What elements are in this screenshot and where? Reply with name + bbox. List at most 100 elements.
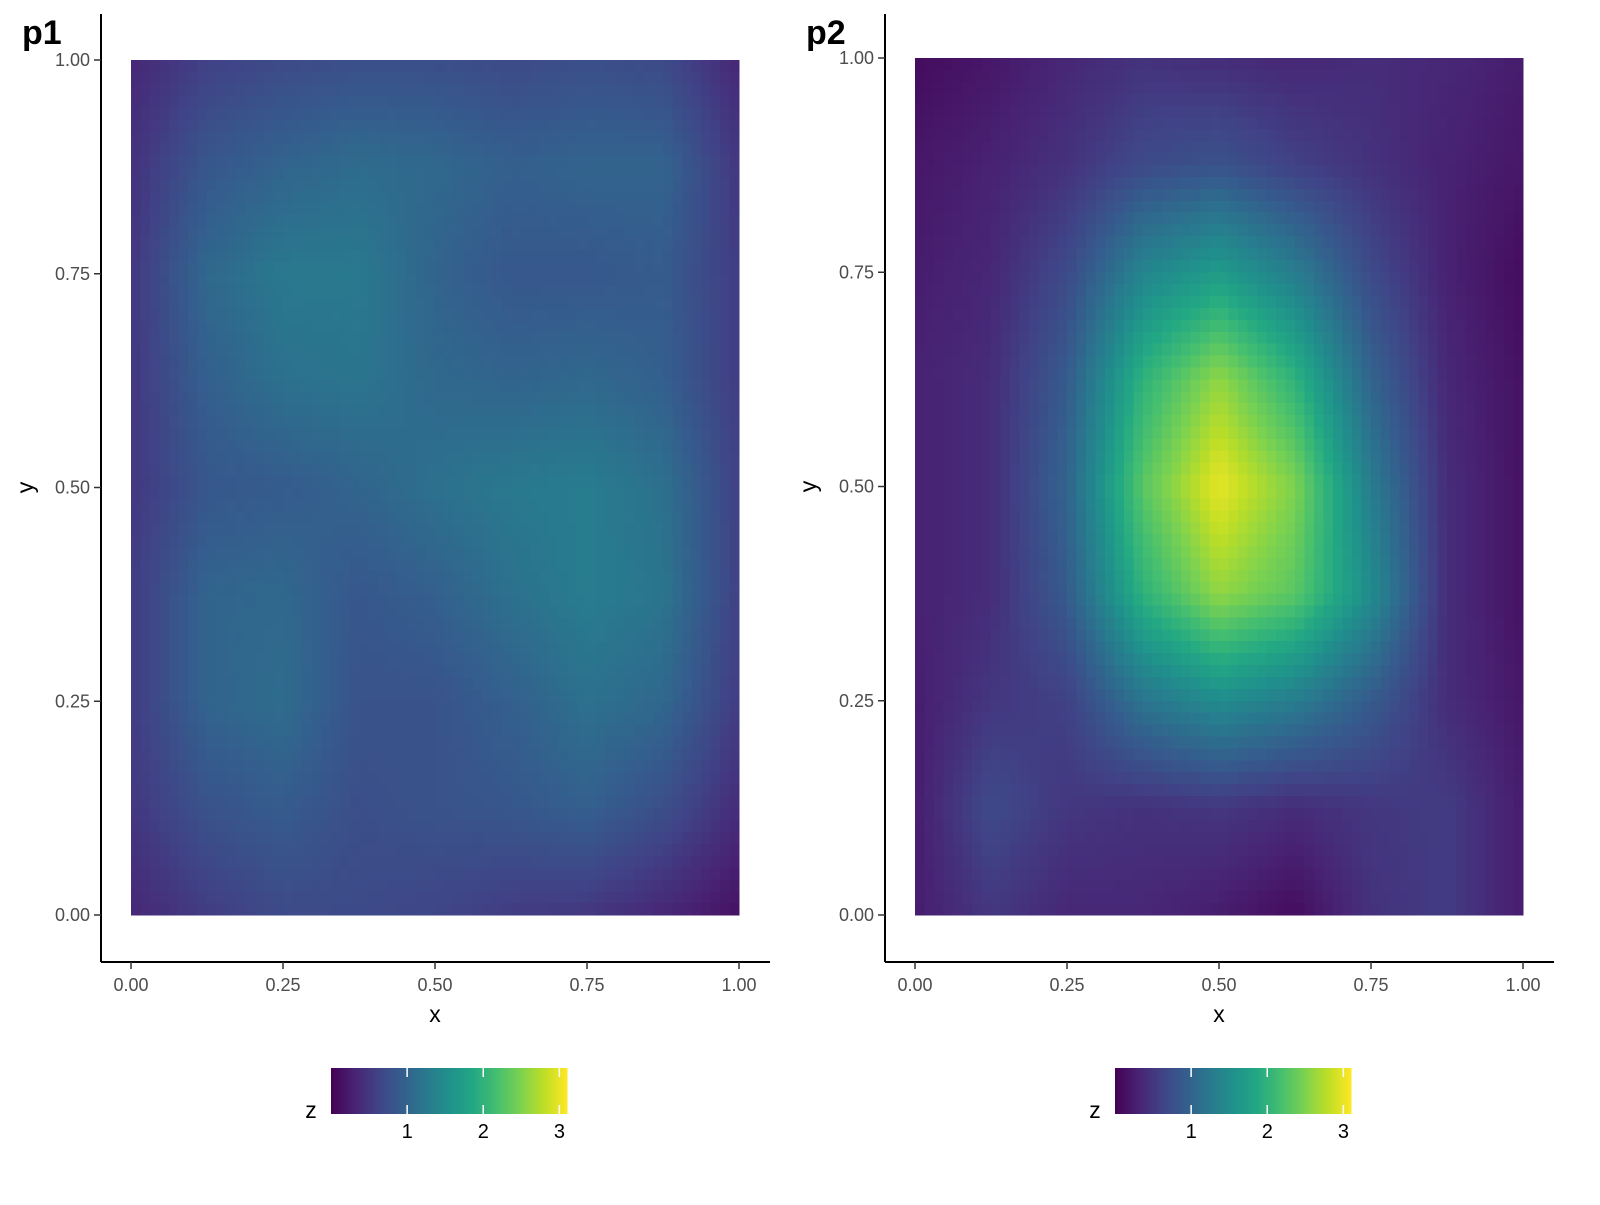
heatmap-tile — [274, 678, 284, 690]
heatmap-tile — [483, 96, 493, 108]
heatmap-tile — [255, 571, 265, 583]
heatmap-tile — [340, 333, 350, 345]
heatmap-tile — [416, 784, 426, 796]
heatmap-tile — [625, 796, 635, 808]
heatmap-tile — [587, 844, 597, 856]
heatmap-tile — [502, 262, 512, 274]
heatmap-tile — [654, 761, 664, 773]
heatmap-tile — [407, 689, 417, 701]
heatmap-tile — [483, 594, 493, 606]
heatmap-tile — [1438, 70, 1448, 83]
heatmap-tile — [245, 226, 255, 238]
heatmap-tile — [369, 499, 379, 511]
heatmap-tile — [378, 369, 388, 381]
heatmap-tile — [473, 416, 483, 428]
heatmap-tile — [255, 737, 265, 749]
heatmap-tile — [692, 321, 702, 333]
heatmap-tile — [312, 345, 322, 357]
heatmap-tile — [331, 428, 341, 440]
heatmap-tile — [1457, 58, 1467, 71]
heatmap-tile — [407, 488, 417, 500]
heatmap-tile — [416, 879, 426, 891]
heatmap-tile — [606, 618, 616, 630]
heatmap-tile — [426, 666, 436, 678]
heatmap-tile — [530, 523, 540, 535]
heatmap-tile — [559, 464, 569, 476]
heatmap-tile — [302, 333, 312, 345]
heatmap-tile — [150, 226, 160, 238]
heatmap-tile — [473, 476, 483, 488]
heatmap-tile — [540, 286, 550, 298]
heatmap-tile — [397, 131, 407, 143]
heatmap-tile — [597, 879, 607, 891]
heatmap-tile — [654, 286, 664, 298]
heatmap-tile — [454, 737, 464, 749]
heatmap-tile — [217, 796, 227, 808]
heatmap-tile — [502, 404, 512, 416]
heatmap-tile — [654, 630, 664, 642]
heatmap-tile — [217, 749, 227, 761]
heatmap-tile — [730, 404, 740, 416]
heatmap-tile — [578, 689, 588, 701]
heatmap-tile — [302, 155, 312, 167]
heatmap-tile — [606, 321, 616, 333]
heatmap-tile — [255, 523, 265, 535]
heatmap-tile — [169, 309, 179, 321]
heatmap-tile — [131, 523, 141, 535]
heatmap-tile — [340, 571, 350, 583]
heatmap-tile — [720, 499, 730, 511]
heatmap-tile — [141, 678, 151, 690]
heatmap-tile — [473, 856, 483, 868]
heatmap-tile — [397, 143, 407, 155]
heatmap-tile — [692, 488, 702, 500]
heatmap-tile — [1248, 70, 1258, 83]
heatmap-tile — [369, 654, 379, 666]
heatmap-tile — [236, 820, 246, 832]
heatmap-tile — [321, 654, 331, 666]
heatmap-tile — [644, 689, 654, 701]
heatmap-tile — [521, 286, 531, 298]
heatmap-tile — [388, 404, 398, 416]
heatmap-tile — [454, 654, 464, 666]
heatmap-tile — [293, 179, 303, 191]
heatmap-tile — [1039, 94, 1049, 107]
heatmap-tile — [435, 879, 445, 891]
heatmap-tile — [397, 689, 407, 701]
heatmap-tile — [141, 345, 151, 357]
heatmap-tile — [720, 701, 730, 713]
heatmap-tile — [179, 108, 189, 120]
heatmap-tile — [720, 167, 730, 179]
heatmap-tile — [711, 464, 721, 476]
heatmap-tile — [407, 452, 417, 464]
heatmap-tile — [169, 832, 179, 844]
heatmap-tile — [625, 808, 635, 820]
heatmap-tile — [388, 879, 398, 891]
heatmap-tile — [578, 167, 588, 179]
heatmap-tile — [264, 476, 274, 488]
heatmap-tile — [1324, 82, 1334, 95]
heatmap-tile — [625, 84, 635, 96]
heatmap-tile — [312, 879, 322, 891]
heatmap-tile — [169, 286, 179, 298]
heatmap-tile — [340, 749, 350, 761]
heatmap-tile — [578, 476, 588, 488]
heatmap-tile — [673, 701, 683, 713]
heatmap-tile — [568, 583, 578, 595]
heatmap-tile — [454, 203, 464, 215]
heatmap-tile — [359, 72, 369, 84]
heatmap-tile — [378, 689, 388, 701]
heatmap-tile — [606, 891, 616, 903]
heatmap-tile — [331, 868, 341, 880]
heatmap-tile — [255, 191, 265, 203]
heatmap-tile — [283, 547, 293, 559]
heatmap-tile — [616, 131, 626, 143]
heatmap-tile — [511, 761, 521, 773]
heatmap-tile — [530, 666, 540, 678]
heatmap-tile — [711, 868, 721, 880]
heatmap-tile — [549, 214, 559, 226]
heatmap-tile — [568, 879, 578, 891]
heatmap-tile — [416, 131, 426, 143]
heatmap-tile — [236, 796, 246, 808]
heatmap-tile — [511, 274, 521, 286]
heatmap-tile — [644, 618, 654, 630]
